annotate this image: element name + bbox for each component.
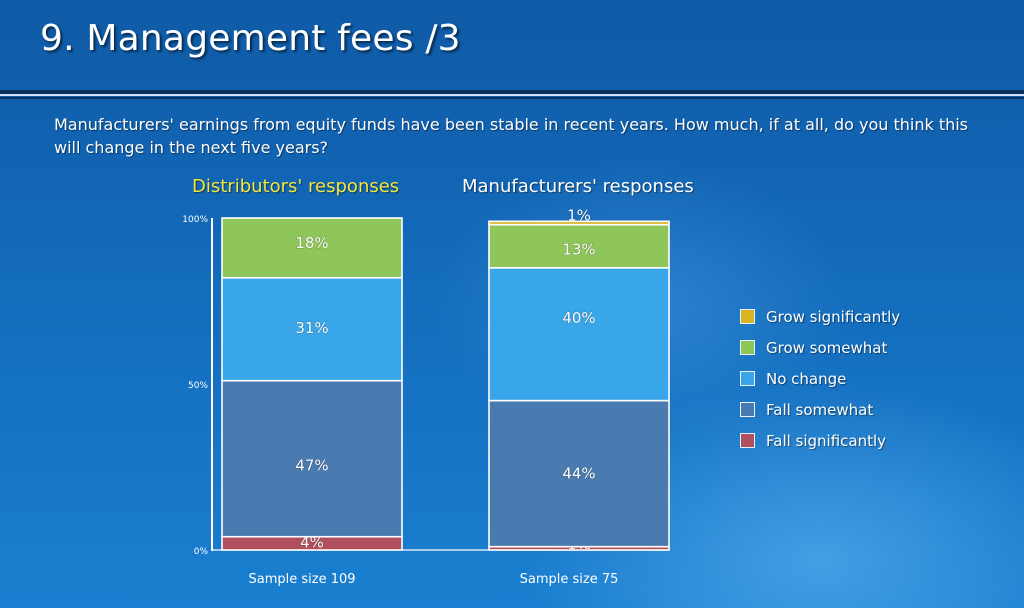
bar-segment-grow-somewhat-1 (221, 217, 403, 279)
legend-swatch-grow-somewhat (740, 340, 755, 355)
bar-segment-no-change-1 (221, 276, 403, 382)
y-tick-label: 50% (188, 381, 208, 391)
y-tick-label: 0% (194, 547, 209, 557)
data-label-grow-somewhat-1: 18% (295, 234, 328, 252)
legend-item-grow-significantly: Grow significantly (740, 301, 900, 332)
legend-swatch-fall-somewhat (740, 402, 755, 417)
title-divider-thin (0, 97, 1024, 99)
bar-segment-grow-somewhat-2 (488, 223, 670, 269)
data-label-no-change-1: 31% (295, 319, 328, 337)
legend-item-fall-significantly: Fall significantly (740, 425, 900, 456)
legend-swatch-grow-significantly (740, 309, 755, 324)
chart-legend: Grow significantly Grow somewhat No change… (740, 301, 900, 456)
legend-item-fall-somewhat: Fall somewhat (740, 394, 900, 425)
data-label-grow-significantly-2: 1% (567, 206, 591, 224)
title-divider-light (0, 94, 1024, 96)
legend-label-fall-significantly: Fall significantly (766, 431, 887, 450)
legend-label-grow-somewhat: Grow somewhat (766, 338, 888, 357)
sample-size-label-2: Sample size 75 (520, 572, 619, 587)
y-tick-label: 100% (182, 215, 208, 225)
data-label-fall-somewhat-2: 44% (562, 465, 595, 483)
bar-segment-fall-somewhat-1 (221, 379, 403, 538)
legend-item-grow-somewhat: Grow somewhat (740, 332, 900, 363)
slide-title: 9. Management fees /3 (40, 18, 461, 59)
legend-label-grow-significantly: Grow significantly (766, 307, 901, 326)
legend-item-no-change: No change (740, 363, 900, 394)
title-divider-dark (0, 90, 1024, 94)
bar-segment-grow-significantly-2 (488, 220, 670, 226)
data-label-fall-somewhat-1: 47% (295, 457, 328, 475)
data-label-no-change-2: 40% (562, 309, 595, 327)
panel-title-manufacturers: Manufacturers' responses (462, 176, 694, 197)
legend-label-fall-somewhat: Fall somewhat (766, 400, 874, 419)
legend-swatch-no-change (740, 371, 755, 386)
data-label-fall-significantly-1: 4% (300, 534, 324, 552)
panel-title-distributors: Distributors' responses (192, 176, 400, 197)
data-label-grow-somewhat-2: 13% (562, 241, 595, 259)
bar-segment-fall-somewhat-2 (488, 399, 670, 548)
sample-size-label-1: Sample size 109 (248, 572, 355, 587)
survey-question: Manufacturers' earnings from equity fund… (54, 115, 969, 157)
legend-label-no-change: No change (766, 369, 847, 388)
bar-segment-no-change-2 (488, 266, 670, 402)
legend-swatch-fall-significantly (740, 433, 755, 448)
